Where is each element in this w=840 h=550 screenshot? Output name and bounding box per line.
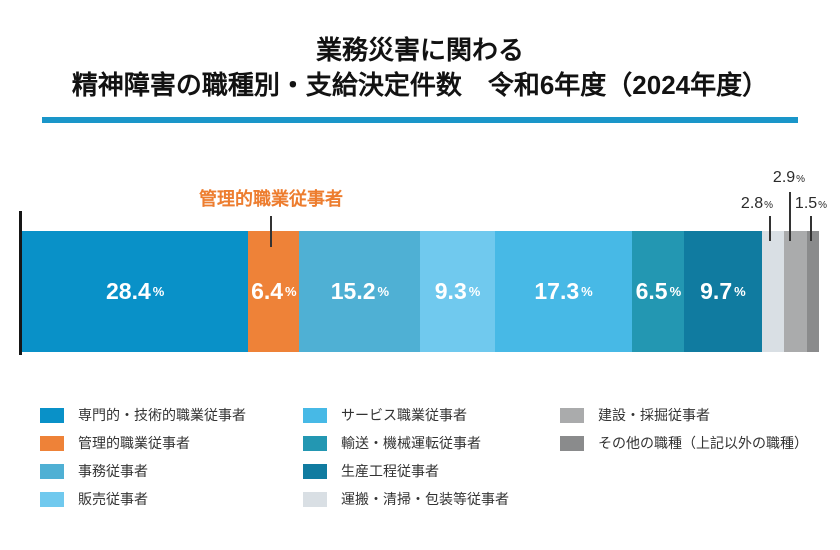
other-occupations-callout-value: 1.5% xyxy=(761,195,840,213)
legend-label: 事務従事者 xyxy=(78,463,148,479)
legend-label: その他の職種（上記以外の職種） xyxy=(598,435,808,451)
callout-value-number: 1.5 xyxy=(794,195,818,212)
legend-item: 事務従事者 xyxy=(40,457,303,485)
callout-value-number: 2.8 xyxy=(740,195,764,212)
title-underline-rule xyxy=(42,117,798,123)
y-axis-line xyxy=(19,211,22,355)
percent-sign: % xyxy=(669,284,682,299)
legend-item: 輸送・機械運転従事者 xyxy=(303,429,560,457)
legend-label: 管理的職業従事者 xyxy=(78,435,190,451)
legend-label: 販売従事者 xyxy=(78,491,148,507)
carrying-cleaning-leader-line xyxy=(769,216,771,241)
legend-swatch xyxy=(40,407,64,423)
legend-item: 生産工程従事者 xyxy=(303,457,560,485)
legend-swatch xyxy=(303,463,327,479)
bar-segment-6: 6.5% xyxy=(632,231,685,352)
other-occupations-leader-line xyxy=(810,216,812,241)
legend-swatch xyxy=(40,491,64,507)
legend-swatch xyxy=(40,463,64,479)
legend-label: 専門的・技術的職業従事者 xyxy=(78,407,246,423)
segment-value: 6.5 xyxy=(635,278,668,304)
percent-sign: % xyxy=(796,174,806,185)
legend-swatch xyxy=(40,435,64,451)
legend-item: 建設・採掘従事者 xyxy=(560,401,832,429)
stacked-bar: 28.4% 6.4% 15.2% 9.3% 17.3% 6.5% 9.7% xyxy=(22,231,819,352)
bar-segment-8 xyxy=(761,231,784,352)
legend-swatch xyxy=(560,407,584,423)
bar-segment-4: 9.3% xyxy=(420,231,495,352)
legend-item: その他の職種（上記以外の職種） xyxy=(560,429,832,457)
bar-segment-9 xyxy=(783,231,807,352)
chart-title-line1: 業務災害に関わる xyxy=(315,35,524,65)
legend-column-2: サービス職業従事者 輸送・機械運転従事者 生産工程従事者運搬・清掃・包装等従事者 xyxy=(303,401,560,513)
management-callout-leader-line xyxy=(270,216,272,247)
bar-segment-10 xyxy=(806,231,819,352)
bar-segment-5: 17.3% xyxy=(494,231,633,352)
legend-column-3: 建設・採掘従事者その他の職種（上記以外の職種） xyxy=(560,401,832,513)
legend-label: 生産工程従事者 xyxy=(341,463,439,479)
legend-label: 輸送・機械運転従事者 xyxy=(341,435,481,451)
legend-item: 専門的・技術的職業従事者 xyxy=(40,401,303,429)
construction-mining-callout-value: 2.9% xyxy=(739,169,839,187)
legend-item: サービス職業従事者 xyxy=(303,401,560,429)
legend-column-1: 専門的・技術的職業従事者 管理的職業従事者 事務従事者販売従事者 xyxy=(40,401,303,513)
bar-segment-2: 6.4% xyxy=(248,231,300,352)
segment-value: 17.3 xyxy=(534,278,580,304)
legend-label: 運搬・清掃・包装等従事者 xyxy=(341,491,509,507)
legend: 専門的・技術的職業従事者 管理的職業従事者 事務従事者 販売従事者 サービス職業従事者輸… xyxy=(40,401,832,513)
callout-value-number: 2.9 xyxy=(772,169,796,186)
bar-segment-3: 15.2% xyxy=(299,231,421,352)
percent-sign: % xyxy=(285,284,297,299)
legend-swatch xyxy=(303,435,327,451)
legend-item: 管理的職業従事者 xyxy=(40,429,303,457)
construction-mining-leader-line xyxy=(789,192,791,241)
bar-segment-1: 28.4% xyxy=(22,231,249,352)
management-callout-label: 管理的職業従事者 xyxy=(199,189,343,209)
legend-swatch xyxy=(560,435,584,451)
legend-item: 運搬・清掃・包装等従事者 xyxy=(303,485,560,513)
percent-sign: % xyxy=(377,284,390,299)
percent-sign: % xyxy=(152,284,165,299)
legend-swatch xyxy=(303,407,327,423)
legend-label: 建設・採掘従事者 xyxy=(598,407,710,423)
percent-sign: % xyxy=(468,284,481,299)
bar-segment-7: 9.7% xyxy=(684,231,762,352)
legend-item: 販売従事者 xyxy=(40,485,303,513)
chart-title-line2: 精神障害の職種別・支給決定件数 令和6年度（2024年度） xyxy=(71,70,769,100)
percent-sign: % xyxy=(818,200,828,211)
segment-value: 15.2 xyxy=(330,278,376,304)
legend-swatch xyxy=(303,491,327,507)
segment-value: 6.4 xyxy=(251,278,284,304)
legend-label: サービス職業従事者 xyxy=(341,407,467,423)
segment-value: 9.7 xyxy=(700,278,733,304)
segment-value: 28.4 xyxy=(106,278,151,304)
segment-value: 9.3 xyxy=(434,278,467,304)
chart-title: 業務災害に関わる 精神障害の職種別・支給決定件数 令和6年度（2024年度） xyxy=(0,33,840,104)
percent-sign: % xyxy=(764,200,774,211)
percent-sign: % xyxy=(734,284,746,299)
percent-sign: % xyxy=(581,284,593,299)
carrying-cleaning-callout-value: 2.8% xyxy=(707,195,807,213)
